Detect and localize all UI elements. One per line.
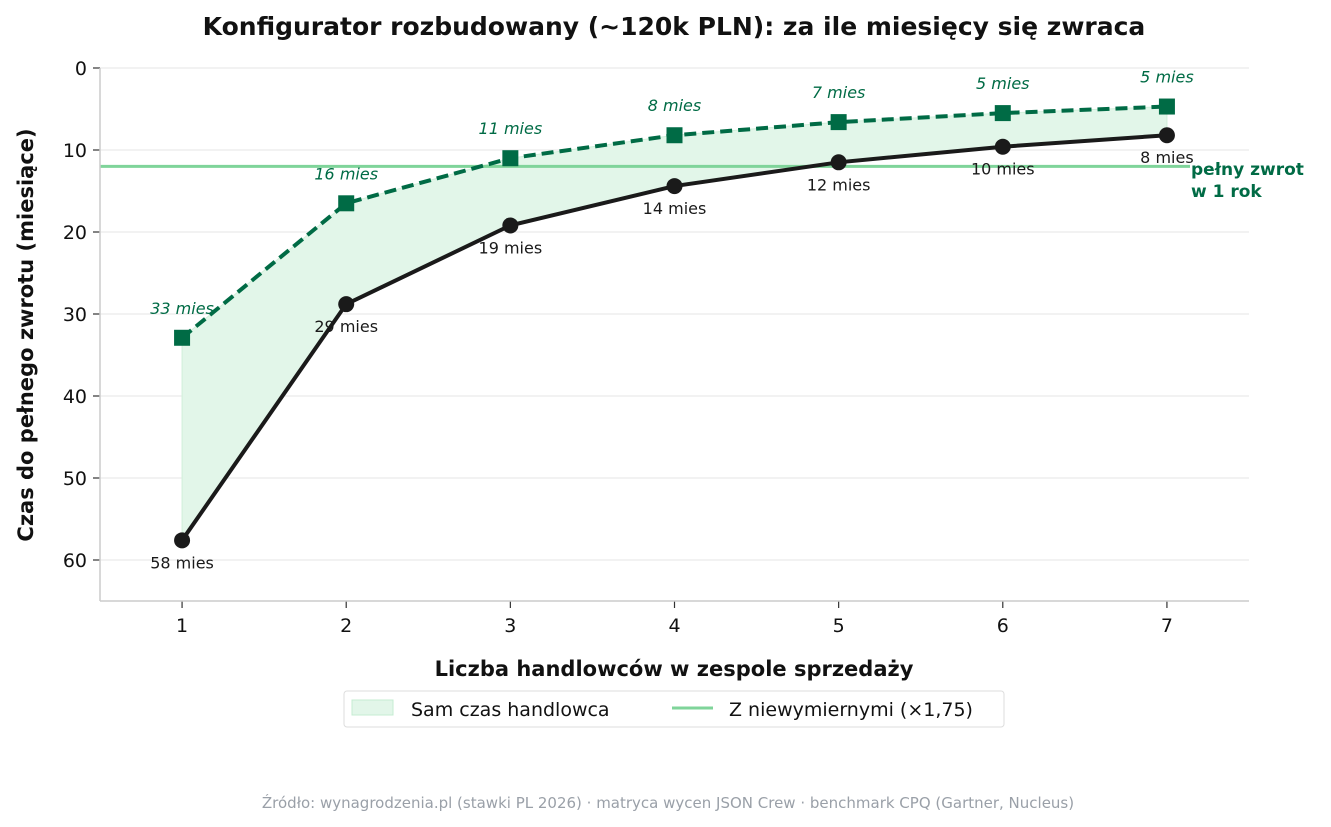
data-label: 11 mies xyxy=(479,119,543,138)
y-tick-label: 20 xyxy=(63,222,87,244)
data-point xyxy=(830,114,847,131)
data-point xyxy=(1158,127,1175,144)
data-label: 10 mies xyxy=(971,160,1035,179)
x-tick-label: 7 xyxy=(1161,615,1173,637)
source-note: Źródło: wynagrodzenia.pl (stawki PL 2026… xyxy=(262,793,1074,812)
data-point xyxy=(666,127,683,144)
y-tick-label: 0 xyxy=(75,58,87,80)
data-label: 12 mies xyxy=(807,175,871,194)
data-point xyxy=(338,296,355,313)
legend: Sam czas handlowca Z niewymiernymi (×1,7… xyxy=(343,690,1005,728)
x-axis-label: Liczba handlowców w zespole sprzedaży xyxy=(435,657,914,681)
data-label: 14 mies xyxy=(643,199,707,218)
data-label: 5 mies xyxy=(1140,68,1193,87)
x-tick-label: 4 xyxy=(668,615,680,637)
data-label: 33 mies xyxy=(150,299,214,318)
data-label: 7 mies xyxy=(812,83,865,102)
data-label: 8 mies xyxy=(648,96,701,115)
data-point xyxy=(994,105,1011,122)
legend-label-line: Z niewymiernymi (×1,75) xyxy=(729,699,973,721)
legend-label-fill: Sam czas handlowca xyxy=(411,699,610,721)
data-label: 58 mies xyxy=(150,553,214,572)
x-tick-label: 6 xyxy=(997,615,1009,637)
x-tick-label: 2 xyxy=(340,615,352,637)
data-label: 19 mies xyxy=(479,238,543,257)
data-point xyxy=(830,154,847,171)
data-point xyxy=(174,532,191,549)
y-tick-label: 40 xyxy=(63,386,87,408)
data-point xyxy=(994,138,1011,155)
series-line-0 xyxy=(180,133,1168,542)
data-point xyxy=(338,195,355,212)
y-axis-label: Czas do pełnego zwrotu (miesiące) xyxy=(14,128,38,541)
reference-line-label-2: w 1 rok xyxy=(1191,182,1262,202)
x-tick-label: 1 xyxy=(176,615,188,637)
data-label: 29 mies xyxy=(314,317,378,336)
data-label: 16 mies xyxy=(314,164,378,183)
chart-title: Konfigurator rozbudowany (~120k PLN): za… xyxy=(203,12,1146,41)
data-point xyxy=(174,329,191,346)
data-point xyxy=(666,178,683,195)
y-tick-label: 30 xyxy=(63,304,87,326)
y-tick-label: 60 xyxy=(63,550,87,572)
data-point xyxy=(1158,98,1175,115)
data-label: 8 mies xyxy=(1140,148,1193,167)
x-tick-label: 5 xyxy=(833,615,845,637)
data-point xyxy=(502,150,519,167)
x-tick-label: 3 xyxy=(504,615,516,637)
data-label: 5 mies xyxy=(976,74,1029,93)
y-tick-label: 10 xyxy=(63,140,87,162)
legend-patch-fill xyxy=(351,699,394,716)
reference-line-label-1: pełny zwrot xyxy=(1191,160,1304,180)
y-tick-label: 50 xyxy=(63,468,87,490)
data-point xyxy=(502,217,519,234)
